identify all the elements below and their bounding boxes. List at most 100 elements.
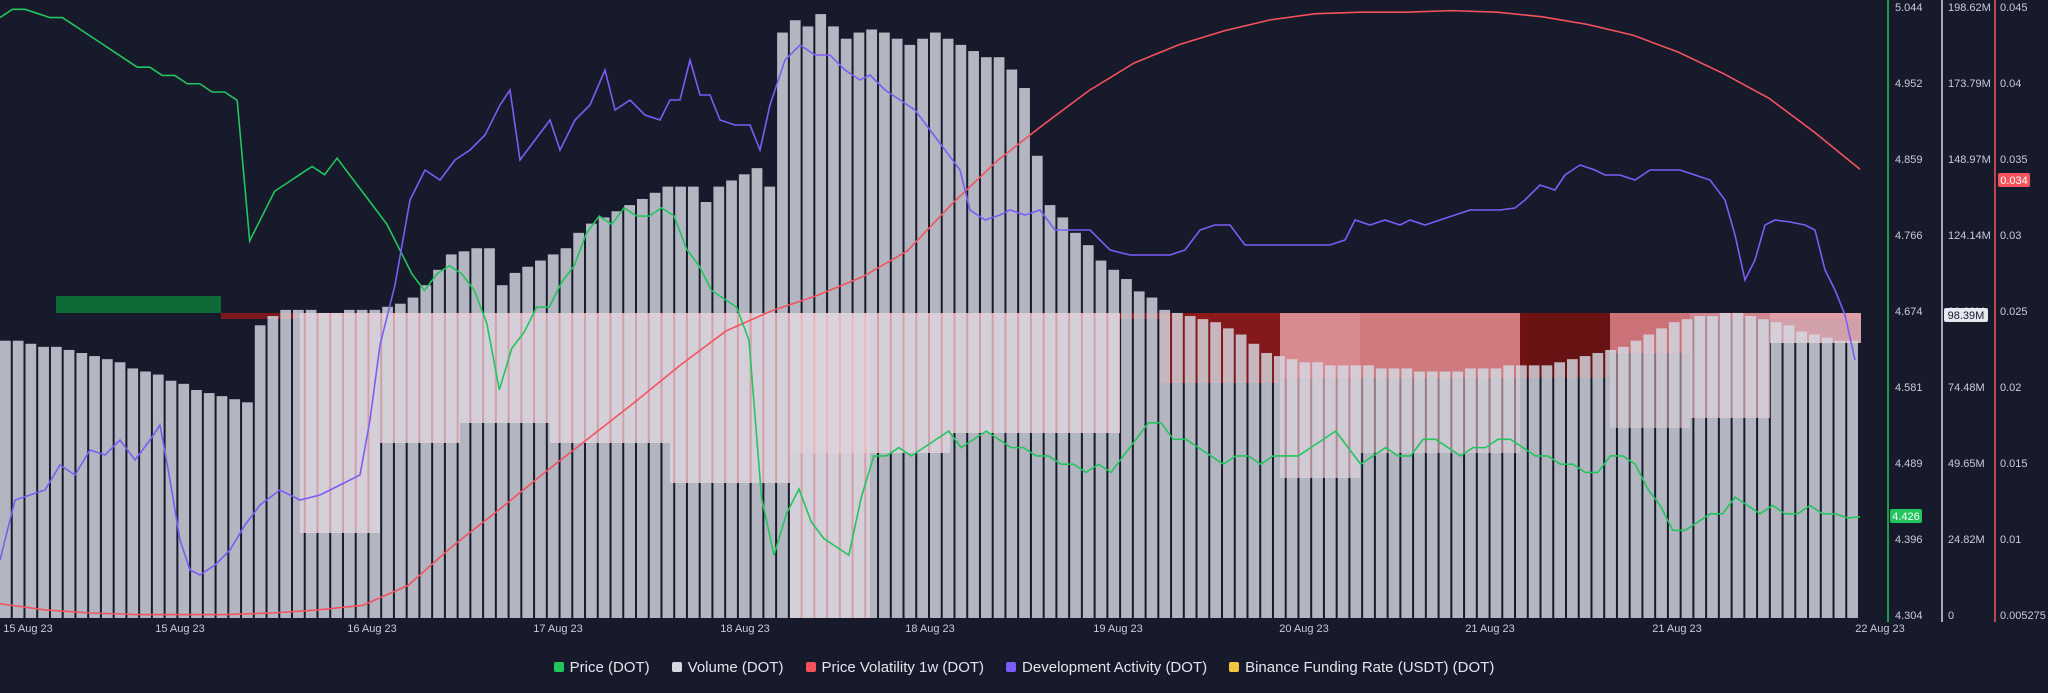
volume-tick-label: 198.62M — [1948, 2, 1991, 14]
volume-bar — [229, 399, 241, 618]
volume-bar — [1006, 69, 1018, 619]
volume-bar — [1273, 356, 1285, 618]
volume-bar — [891, 38, 903, 619]
volume-bar — [25, 343, 37, 618]
legend-item[interactable]: Price Volatility 1w (DOT) — [805, 658, 985, 676]
volume-bar — [331, 312, 342, 618]
volume-bar — [1044, 205, 1056, 619]
volume-bar — [1707, 316, 1718, 618]
volume-bar — [1337, 365, 1349, 618]
volume-bar — [968, 51, 979, 619]
volume-bar — [191, 389, 202, 618]
volume-bar — [140, 371, 151, 618]
volume-tick-label: 49.65M — [1948, 458, 1985, 470]
volume-bar — [1809, 334, 1820, 618]
volume-bar — [586, 223, 597, 618]
volume-bar — [993, 57, 1005, 618]
volume-bar — [675, 186, 686, 618]
legend-item[interactable]: Volume (DOT) — [671, 659, 784, 676]
x-tick-label: 17 Aug 23 — [533, 623, 583, 635]
volume-bar — [547, 254, 559, 618]
price-tick-label: 5.044 — [1895, 2, 1923, 14]
volume-bar — [1668, 322, 1680, 618]
volume-series — [0, 14, 1858, 619]
volume-bar — [1490, 368, 1502, 618]
volume-bar — [1375, 368, 1387, 618]
current-value-labels: 4.426 98.39M 0.034 — [1890, 173, 2030, 523]
volume-bar — [1019, 88, 1030, 618]
volume-bar — [611, 211, 623, 618]
volume-bar — [254, 325, 266, 618]
volume-bar — [458, 251, 470, 618]
volume-bar — [1235, 334, 1247, 618]
volume-bar — [1617, 346, 1629, 618]
chart-legend: Price (DOT) Volume (DOT) Price Volatility … — [0, 655, 2048, 679]
volume-bar — [293, 309, 304, 618]
volume-bar — [1796, 331, 1808, 618]
volume-bar — [726, 180, 737, 618]
volume-bar — [1159, 309, 1171, 618]
x-tick-label: 21 Aug 23 — [1465, 623, 1515, 635]
volume-tick-label: 173.79M — [1948, 78, 1991, 90]
volume-bar — [624, 205, 635, 619]
volume-bar — [598, 217, 610, 618]
x-tick-label: 20 Aug 23 — [1279, 623, 1329, 635]
volume-bar — [114, 362, 126, 618]
volume-bar — [1324, 365, 1336, 618]
volume-bar — [152, 374, 164, 618]
volume-bar — [178, 383, 190, 618]
volume-bar — [980, 57, 992, 618]
volume-bar — [0, 340, 11, 618]
volume-bar — [216, 396, 228, 618]
legend-item[interactable]: Price (DOT) — [553, 659, 650, 676]
volume-bar — [942, 38, 954, 619]
volume-bar — [1477, 368, 1489, 618]
volume-bar — [1121, 279, 1132, 618]
legend-item[interactable]: Development Activity (DOT) — [1006, 659, 1207, 676]
volume-bar — [1184, 316, 1196, 618]
combined-chart: 5.044 4.952 4.859 4.766 4.674 4.581 4.489 4.396… — [0, 0, 2046, 635]
volume-bar — [522, 266, 534, 618]
volume-bar — [1146, 297, 1158, 618]
volume-bar — [1057, 217, 1069, 618]
volume-bar — [76, 353, 88, 618]
x-tick-label: 22 Aug 23 — [1855, 623, 1905, 635]
volume-bar — [1031, 155, 1043, 618]
price-tick-label: 4.396 — [1895, 534, 1923, 546]
legend-label: Price Volatility 1w (DOT) — [821, 658, 985, 676]
volume-tick-label: 124.14M — [1948, 230, 1991, 242]
volume-bar — [662, 186, 674, 618]
volume-bar — [1414, 371, 1425, 618]
volume-bar — [1452, 371, 1464, 618]
volume-bar — [1108, 269, 1120, 618]
volume-bar — [267, 316, 279, 618]
volume-bar — [879, 32, 890, 619]
price-current-label-bg — [1890, 509, 1922, 523]
price-tick-label: 4.766 — [1895, 230, 1923, 242]
volume-bar — [1579, 356, 1591, 618]
x-tick-label: 18 Aug 23 — [720, 623, 770, 635]
volume-bar — [1503, 365, 1515, 618]
volume-bar — [471, 248, 483, 618]
legend-swatch — [805, 662, 816, 672]
legend-label: Binance Funding Rate (USDT) (DOT) — [1245, 658, 1495, 676]
volume-bar — [1732, 312, 1744, 618]
x-tick-label: 19 Aug 23 — [1093, 623, 1143, 635]
volume-bar — [305, 309, 317, 618]
volume-bar — [1656, 328, 1667, 618]
volume-tick-label: 0 — [1948, 610, 1954, 622]
volume-bar — [1834, 340, 1846, 618]
volume-bar — [1630, 340, 1642, 618]
legend-item[interactable]: Binance Funding Rate (USDT) (DOT) — [1229, 659, 1494, 676]
volume-tick-label: 74.48M — [1948, 382, 1985, 394]
volume-current-label: 98.39M — [1948, 310, 1985, 322]
volume-bar — [1783, 325, 1795, 618]
volume-bar — [1363, 365, 1374, 618]
volatility-current-label-bg — [1998, 173, 2030, 187]
volume-bar — [12, 340, 24, 618]
volume-bar — [1465, 368, 1476, 618]
volume-bar — [535, 260, 546, 618]
volume-bar — [955, 44, 967, 618]
volume-bar — [1439, 371, 1451, 618]
